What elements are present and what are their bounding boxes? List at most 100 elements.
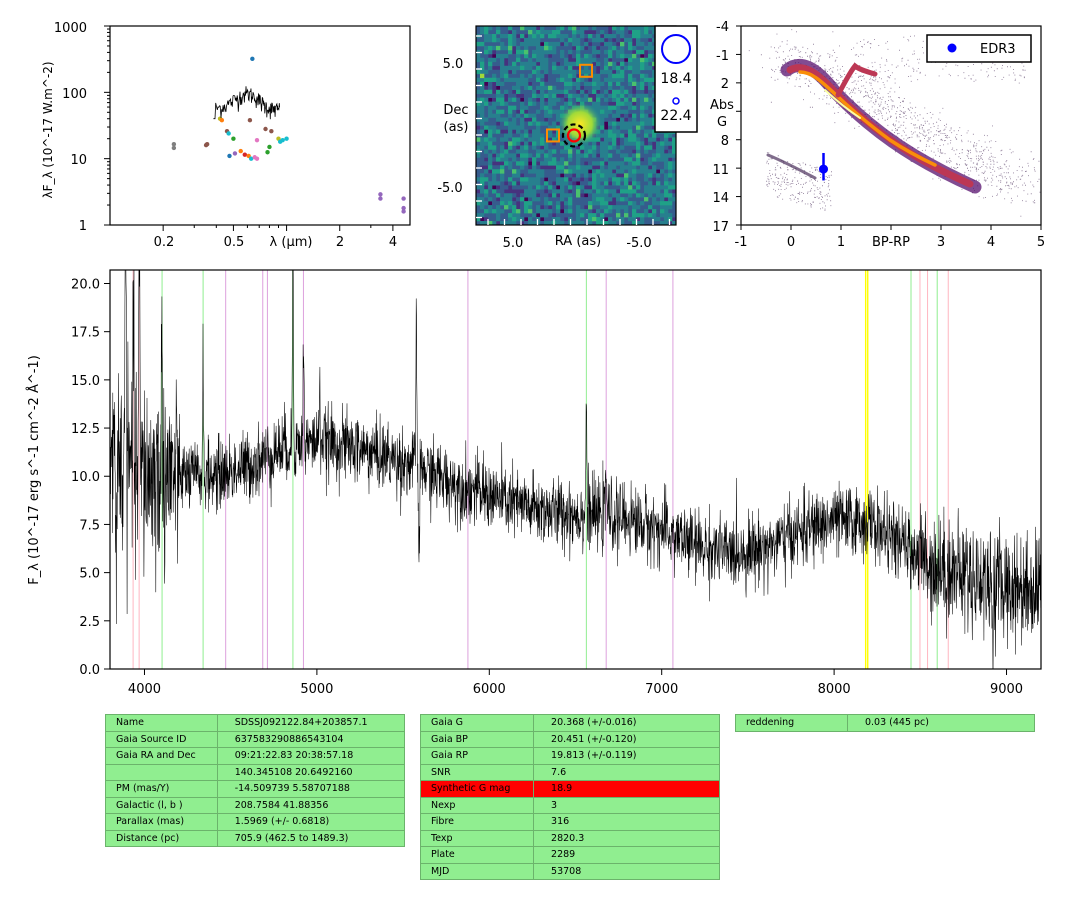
- spec-xtick-label: 5000: [300, 682, 333, 697]
- photometry-info-key: Fibre: [419, 813, 535, 831]
- hr-ytick-8: 8: [721, 134, 729, 149]
- img-ylabel-dec: Dec: [443, 103, 468, 118]
- sed-point: [227, 153, 232, 159]
- target-info-row: Parallax (mas) 1.5969 (+/- 0.6818): [105, 813, 406, 831]
- sed-xtick-0.5: 0.5: [224, 235, 245, 250]
- sed-spectrum-line: [213, 86, 280, 120]
- sed-point: [219, 118, 225, 123]
- spec-ytick-label: 20.0: [71, 277, 100, 292]
- reddening-info-row: reddening 0.03 (445 pc): [735, 714, 1036, 732]
- hr-xtick-5: 5: [1037, 235, 1045, 250]
- hr-xtick-0: 0: [787, 235, 795, 250]
- photometry-info-key: Nexp: [419, 796, 535, 814]
- hr-xtick-m1: -1: [735, 235, 748, 250]
- sed-point: [284, 136, 289, 141]
- img-ylabel-as: (as): [444, 120, 469, 135]
- spec-ytick-label: 2.5: [79, 615, 100, 630]
- photometry-info-value: 2289: [533, 846, 720, 864]
- sed-ytick-10: 10: [70, 153, 87, 168]
- sed-ytick-100: 100: [62, 87, 87, 102]
- target-info-table: Name SDSSJ092122.84+203857.1 Gaia Source I…: [105, 714, 406, 847]
- sed-ytick-1: 1: [79, 219, 87, 234]
- sed-plot: 1000 100 10 1 0.2 0.5 λ (µm) 2 4 λF_λ (1…: [41, 21, 411, 250]
- sed-ytick-1000: 1000: [54, 21, 87, 36]
- hr-ytick-m1: -1: [716, 49, 729, 64]
- hr-ytick-2: 2: [721, 77, 729, 92]
- spec-ytick-label: 5.0: [79, 567, 100, 582]
- target-info-row: Gaia Source ID 637583290886543104: [105, 730, 406, 748]
- photometry-info-value: 20.451 (+/-0.120): [533, 730, 720, 748]
- hr-main-sequence-core: [798, 70, 937, 167]
- sed-point: [248, 156, 254, 161]
- hr-main-sequence-halo: [780, 58, 982, 194]
- photometry-info-value: 7.6: [533, 763, 720, 781]
- target-info-value: 637583290886543104: [216, 730, 406, 748]
- photometry-info-value: 2820.3: [533, 829, 720, 847]
- hr-legend-marker: [947, 43, 957, 53]
- sed-point: [254, 156, 260, 161]
- hr-ticks: [736, 25, 1042, 230]
- photometry-info-row: Gaia RP 19.813 (+/-0.119): [419, 747, 720, 765]
- sed-point: [226, 131, 231, 136]
- spec-xtick-label: 9000: [990, 682, 1023, 697]
- target-info-key: PM (mas/Y): [105, 780, 218, 798]
- reddening-info-key: reddening: [735, 714, 848, 732]
- orange-square-marker: [546, 128, 560, 143]
- photometry-info-row: MJD 53708: [419, 862, 720, 880]
- photometry-info-value: 3: [533, 796, 720, 814]
- image-pixel-layer: [476, 26, 676, 225]
- sed-xtick-4: 4: [389, 235, 397, 250]
- photometry-info-row: Synthetic G mag 18.9: [419, 780, 720, 798]
- image-pixel-layer: [476, 26, 676, 225]
- target-info-row: PM (mas/Y) -14.509739 5.58707188: [105, 780, 406, 798]
- photometry-info-row: Plate 2289: [419, 846, 720, 864]
- photometry-info-key: MJD: [419, 862, 535, 880]
- spectrum-axes-frame: [109, 269, 1042, 670]
- reddening-info-table: reddening 0.03 (445 pc): [735, 714, 1036, 732]
- spec-xtick-label: 6000: [473, 682, 506, 697]
- target-info-value: 09:21:22.83 20:38:57.18: [216, 747, 406, 765]
- legend-mag-22: 22.4: [660, 108, 691, 124]
- target-info-row: Name SDSSJ092122.84+203857.1: [105, 714, 406, 732]
- hr-ytick-m4: -4: [716, 20, 729, 35]
- sed-point: [232, 151, 238, 156]
- sed-point: [238, 148, 243, 154]
- sed-point: [401, 205, 406, 211]
- target-info-key: Parallax (mas): [105, 813, 218, 831]
- photometry-info-value: 18.9: [533, 780, 720, 798]
- spec-ytick-label: 10.0: [71, 470, 100, 485]
- sed-xtick-0.2: 0.2: [154, 235, 175, 250]
- image-cutout-plot: 18.4 22.4 5.0 -5.0 Dec (as) 5.0 RA (as) …: [437, 25, 698, 251]
- hr-target-marker: [819, 164, 828, 174]
- sed-point: [378, 196, 383, 201]
- hr-xtick-4: 4: [987, 235, 995, 250]
- spec-ytick-label: 12.5: [71, 422, 100, 437]
- img-ytick-5: 5.0: [443, 57, 464, 72]
- hr-ytick-17: 17: [712, 220, 729, 235]
- hr-ytick-14: 14: [712, 191, 729, 206]
- sed-point: [247, 118, 253, 123]
- sed-point: [267, 144, 272, 150]
- sed-point: [242, 152, 248, 157]
- photometry-info-key: Gaia BP: [419, 730, 535, 748]
- image-ticks: [476, 35, 671, 225]
- photometry-info-key: Texp: [419, 829, 535, 847]
- hr-legend-label: EDR3: [980, 42, 1016, 57]
- spec-xtick-label: 4000: [128, 682, 161, 697]
- sed-point: [250, 56, 255, 62]
- target-info-key: Name: [105, 714, 218, 732]
- photometry-info-row: Gaia G 20.368 (+/-0.016): [419, 714, 720, 732]
- source-glow: [558, 102, 602, 146]
- orange-square-marker: [579, 63, 593, 78]
- target-info-key: Gaia RA and Dec: [105, 747, 218, 765]
- sed-xtick-2: 2: [336, 235, 344, 250]
- photometry-info-row: Texp 2820.3: [419, 829, 720, 847]
- sed-xlabel: λ (µm): [270, 235, 313, 250]
- photometry-info-key: Gaia G: [419, 714, 535, 732]
- hr-density-peak: [824, 89, 861, 119]
- target-info-value: 208.7584 41.88356: [216, 796, 406, 814]
- red-circle-marker: [566, 128, 582, 143]
- img-xlabel: RA (as): [555, 234, 601, 249]
- photometry-info-row: Gaia BP 20.451 (+/-0.120): [419, 730, 720, 748]
